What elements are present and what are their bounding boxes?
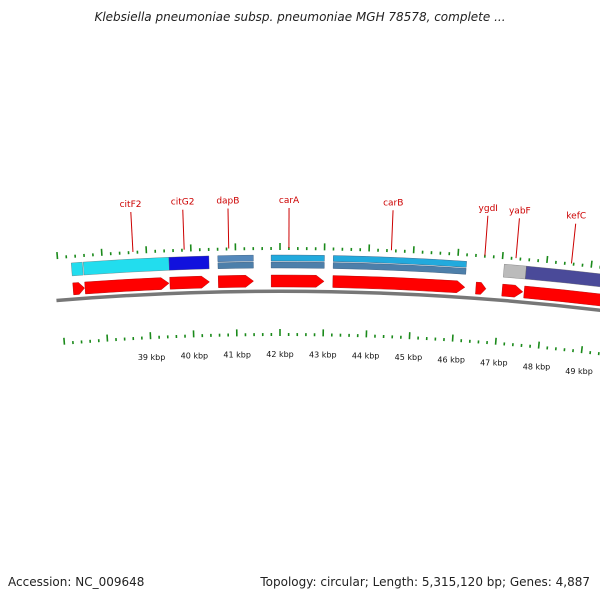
cds-arrow-3 [217, 275, 254, 288]
kbp-label-42: 42 kbp [266, 350, 294, 359]
gene-label-dapB: dapB [216, 196, 239, 206]
kbp-label-47: 47 kbp [480, 359, 508, 368]
kbp-label-48: 48 kbp [523, 362, 551, 371]
lower-tick-major [537, 341, 541, 349]
cds-arrow-7 [501, 283, 524, 298]
gene-leader-carB [390, 210, 394, 251]
feature-block-3 [217, 254, 254, 262]
upper-tick-ring [56, 243, 600, 269]
gene-leader-dapB [227, 208, 230, 249]
lower-tick-major [494, 337, 497, 345]
cds-arrow-6 [475, 281, 487, 295]
backbone-arc [56, 289, 600, 313]
lower-tick-major [63, 337, 66, 345]
genome-backbone [56, 289, 600, 313]
kbp-label-41: 41 kbp [223, 350, 251, 359]
feature-track-colored [71, 254, 600, 287]
feature-block-7 [525, 265, 600, 287]
feature-block-inner-4 [270, 261, 325, 269]
upper-tick-major [501, 251, 504, 260]
feature-block-1 [83, 257, 170, 276]
feature-track-cds [72, 274, 600, 307]
gene-label-kefC: kefC [566, 212, 586, 222]
map-title: Klebsiella pneumoniae subsp. pneumoniae … [94, 10, 506, 24]
feature-block-inner-3 [217, 261, 254, 269]
upper-tick-major [590, 260, 593, 268]
gene-leader-citG2 [182, 209, 185, 250]
kbp-label-49: 49 kbp [565, 367, 593, 376]
cds-arrow-0 [72, 282, 85, 296]
feature-block-inner-5 [332, 262, 467, 275]
feature-block-4 [270, 254, 325, 262]
gene-label-carA: carA [279, 196, 300, 206]
genome-summary-text: Topology: circular; Length: 5,315,120 bp… [260, 575, 590, 589]
kbp-scale-labels: 39 kbp 40 kbp 41 kbp 42 kbp 43 kbp 44 kbp 45 k… [138, 350, 593, 376]
kbp-label-43: 43 kbp [309, 350, 337, 359]
feature-block-5 [333, 255, 467, 268]
upper-tick-major [546, 255, 549, 264]
kbp-label-39: 39 kbp [138, 353, 166, 362]
gene-leader-ygdI [484, 215, 489, 256]
accession-text: Accession: NC_009648 [8, 575, 145, 589]
gene-leader-kefC [570, 223, 577, 264]
cds-arrow-5 [332, 275, 466, 293]
feature-block-6 [503, 264, 527, 280]
kbp-label-44: 44 kbp [352, 351, 380, 360]
gene-label-ygdI: ygdI [479, 204, 498, 214]
gene-label-carB: carB [383, 198, 403, 208]
upper-tick-major [56, 251, 59, 260]
cds-arrow-8 [523, 285, 600, 307]
cds-arrow-2 [169, 275, 210, 290]
cds-arrow-1 [84, 277, 170, 295]
gene-leader-citF2 [130, 211, 134, 252]
gene-label-citF2: citF2 [120, 200, 142, 210]
kbp-label-46: 46 kbp [437, 356, 465, 365]
gene-labels: citF2 citG2 dapB carA carB ygdI yabF kefC [120, 196, 586, 264]
cds-arrow-4 [270, 274, 325, 288]
lower-tick-major [580, 346, 584, 354]
gene-label-citG2: citG2 [171, 198, 195, 208]
gene-leader-yabF [515, 218, 520, 259]
feature-block-0 [71, 261, 84, 277]
lower-tick-ring [63, 329, 600, 356]
kbp-label-45: 45 kbp [395, 353, 423, 362]
kbp-label-40: 40 kbp [181, 351, 209, 360]
gene-label-yabF: yabF [509, 206, 531, 216]
feature-block-2 [168, 255, 210, 271]
